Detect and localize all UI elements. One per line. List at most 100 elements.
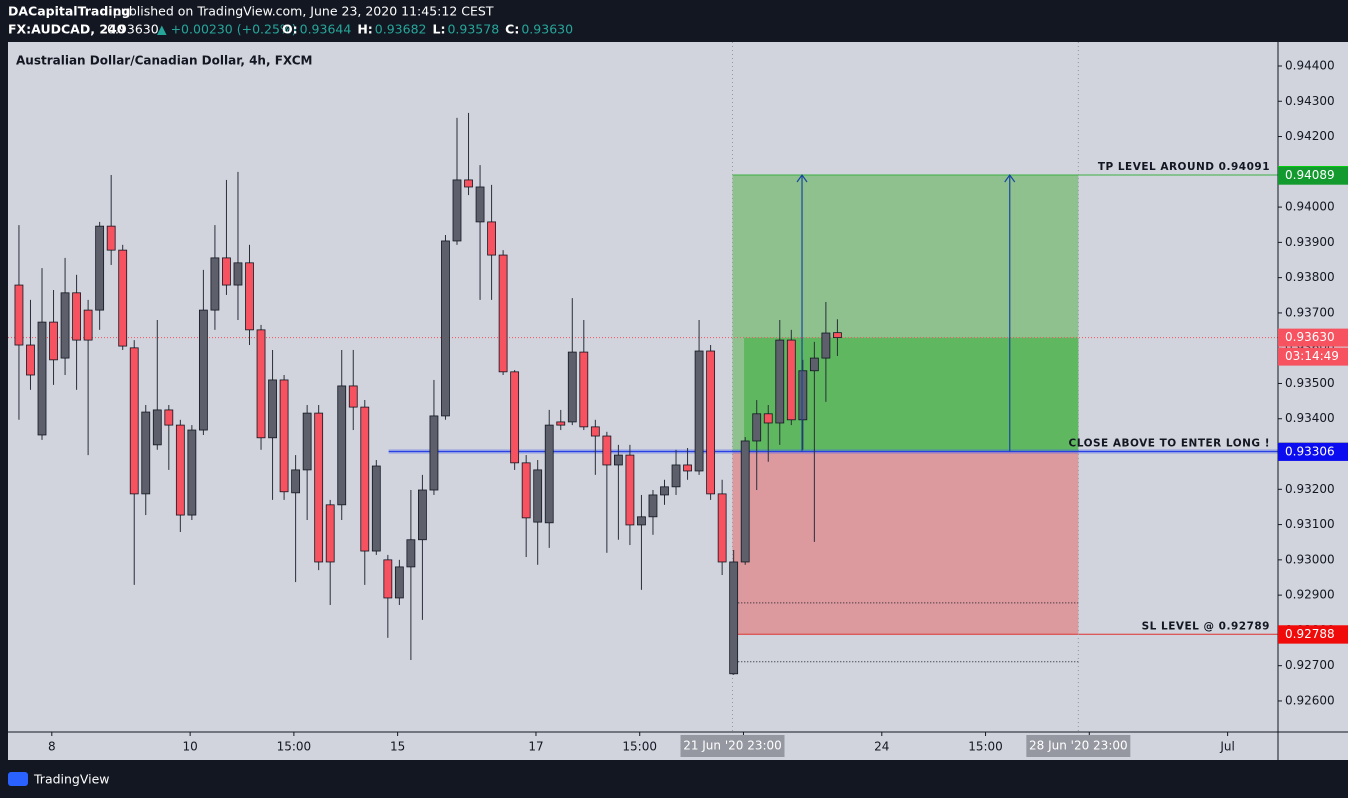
stop-zone xyxy=(732,451,1079,635)
candle-body xyxy=(164,409,174,426)
candle-body xyxy=(245,262,254,331)
price-tag-label: 0.93630 xyxy=(1285,330,1335,344)
x-tick-label: 8 xyxy=(48,740,56,754)
candle-body xyxy=(360,406,370,552)
candle-body xyxy=(694,350,704,472)
candle-body xyxy=(521,462,531,519)
price-tag-label: 0.94089 xyxy=(1285,168,1335,182)
price-tag-label: 0.92788 xyxy=(1285,627,1335,641)
candle-body xyxy=(222,257,231,286)
y-tick-label: 0.94200 xyxy=(1285,129,1335,143)
candle-body xyxy=(452,179,462,242)
price-tag xyxy=(1278,442,1348,461)
candle-body xyxy=(60,292,70,359)
candle-body xyxy=(348,385,358,408)
y-tick-label: 0.92900 xyxy=(1285,588,1335,602)
x-tick-label: 15:00 xyxy=(968,740,1003,754)
y-tick-label: 0.92600 xyxy=(1285,693,1335,707)
candle-body xyxy=(291,469,301,494)
candle-body xyxy=(648,494,658,518)
time-badge xyxy=(1026,735,1131,757)
candle-body xyxy=(821,332,831,359)
candle-body xyxy=(567,351,577,423)
candle-body xyxy=(752,413,762,442)
y-tick-label: 0.93400 xyxy=(1285,411,1335,425)
ohlc-label: O: xyxy=(282,22,298,37)
price-tag xyxy=(1278,625,1348,644)
candle-body xyxy=(763,413,773,424)
time-badge xyxy=(680,735,785,757)
candle-body xyxy=(302,412,312,471)
candle-body xyxy=(337,385,347,506)
candle-body xyxy=(83,309,93,341)
arrow-head xyxy=(796,173,808,183)
candle-body xyxy=(613,454,623,466)
candle-body xyxy=(279,379,289,493)
annotation: TP LEVEL AROUND 0.94091 xyxy=(1098,161,1270,173)
candle-body xyxy=(786,339,796,421)
candle-body xyxy=(579,351,589,428)
candle-body xyxy=(798,370,808,421)
y-tick-label: 0.93200 xyxy=(1285,482,1335,496)
candle-body xyxy=(129,347,139,495)
y-tick-label: 0.92700 xyxy=(1285,658,1335,672)
x-tick-label: 15 xyxy=(390,740,405,754)
candle-body xyxy=(556,421,566,426)
header: DACapitalTrading published on TradingVie… xyxy=(8,4,494,37)
y-tick-label: 0.93500 xyxy=(1285,376,1335,390)
candle-body xyxy=(394,566,404,599)
arrow-head xyxy=(1004,173,1016,183)
candle-body xyxy=(475,186,485,223)
candle-body xyxy=(268,379,277,439)
ohlc-value: 0.93578 xyxy=(447,22,499,37)
x-tick-label: 15:00 xyxy=(622,740,657,754)
candle-body xyxy=(37,321,47,436)
candle-body xyxy=(729,561,739,675)
price-tag xyxy=(1278,166,1348,185)
candle-body xyxy=(833,332,842,339)
ohlc-label: L: xyxy=(433,22,446,37)
candle-body xyxy=(152,409,162,446)
candle-body xyxy=(314,412,324,563)
time-badge-label: 21 Jun '20 23:00 xyxy=(683,739,782,753)
y-tick-label: 0.93900 xyxy=(1285,235,1335,249)
countdown: 03:14:49 xyxy=(1285,349,1339,363)
y-tick-label: 0.94400 xyxy=(1285,58,1335,72)
candle-body xyxy=(14,284,24,346)
candle-body xyxy=(118,249,128,347)
chart-panel xyxy=(8,42,1348,760)
ohlc-value: 0.93644 xyxy=(300,22,352,37)
candle-body xyxy=(141,411,151,495)
candle-body xyxy=(383,559,393,599)
x-tick-label: 15:00 xyxy=(277,740,312,754)
candle-body xyxy=(706,350,716,495)
candle-body xyxy=(809,357,819,372)
candle-body xyxy=(498,254,508,373)
ohlc-value: 0.93630 xyxy=(521,22,573,37)
ohlc-value: 0.93682 xyxy=(375,22,427,37)
candle-body xyxy=(418,489,427,541)
candle-body xyxy=(637,516,646,526)
candle-body xyxy=(683,464,692,472)
x-tick-label: Jul xyxy=(1219,740,1234,754)
candle-body xyxy=(187,429,197,516)
ohlc-label: C: xyxy=(505,22,519,37)
candle-body xyxy=(533,469,543,523)
candle-body xyxy=(233,262,243,286)
publisher: DACapitalTrading xyxy=(8,4,130,19)
candle-body xyxy=(510,371,520,464)
footer: TradingView xyxy=(8,772,110,787)
last-price: 0.93630 xyxy=(107,22,159,37)
candle-body xyxy=(198,309,208,431)
candle-body xyxy=(429,415,439,491)
y-tick-label: 0.93000 xyxy=(1285,552,1335,566)
candle-body xyxy=(671,464,681,488)
y-tick-label: 0.94000 xyxy=(1285,200,1335,214)
candle-body xyxy=(26,344,35,376)
symbol: FX:AUDCAD, 240 xyxy=(8,22,126,37)
brand: TradingView xyxy=(33,772,110,787)
candle-body xyxy=(544,424,554,524)
candle-body xyxy=(717,493,727,563)
